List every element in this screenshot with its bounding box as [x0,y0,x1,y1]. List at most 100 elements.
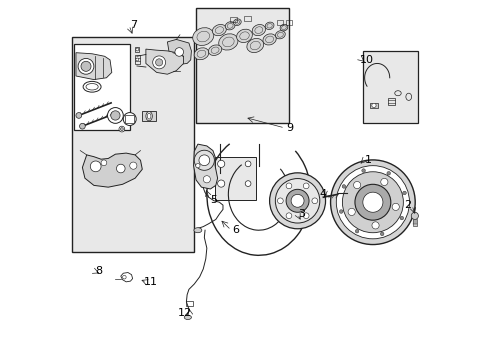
Circle shape [80,123,85,129]
Ellipse shape [280,24,287,31]
Circle shape [391,203,399,211]
Circle shape [122,275,126,279]
Circle shape [285,213,291,219]
Text: 3: 3 [298,209,305,219]
Bar [387,98,394,105]
Circle shape [371,222,378,229]
Circle shape [136,58,139,61]
Bar [230,17,236,22]
Bar [142,111,156,121]
Polygon shape [193,144,217,189]
Bar [244,16,250,21]
Circle shape [303,183,308,189]
Circle shape [129,162,137,169]
Bar [72,37,194,252]
Text: 11: 11 [144,277,158,287]
Circle shape [285,189,308,212]
Text: 4: 4 [319,189,326,199]
Circle shape [194,150,214,170]
Circle shape [355,229,358,233]
Text: 7: 7 [129,20,137,30]
Circle shape [386,171,390,175]
Polygon shape [167,40,191,64]
Circle shape [380,232,383,236]
Circle shape [101,160,106,166]
Ellipse shape [208,45,221,55]
Circle shape [203,176,210,183]
Circle shape [116,164,125,173]
Circle shape [371,103,375,108]
Bar [362,51,418,123]
Ellipse shape [263,34,276,45]
Ellipse shape [194,48,208,60]
Circle shape [410,212,418,220]
Text: 10: 10 [359,55,373,65]
Circle shape [123,113,136,126]
Polygon shape [145,49,183,74]
Text: 2: 2 [403,200,410,210]
Circle shape [120,128,123,131]
Circle shape [155,59,163,66]
Ellipse shape [194,228,202,233]
Circle shape [362,192,382,212]
Ellipse shape [218,34,238,50]
Circle shape [402,191,406,195]
Circle shape [199,155,209,166]
Circle shape [81,61,91,71]
Circle shape [76,113,81,118]
Circle shape [285,183,291,189]
Circle shape [311,198,317,204]
Circle shape [339,210,342,213]
Bar [125,116,134,123]
Bar [74,44,129,130]
Circle shape [275,179,319,223]
Circle shape [195,163,200,168]
Circle shape [217,160,224,167]
Bar [369,103,377,108]
Circle shape [303,213,308,219]
Circle shape [110,111,120,120]
Circle shape [336,166,408,239]
Circle shape [217,180,224,187]
Circle shape [107,108,123,123]
Polygon shape [76,53,112,80]
Circle shape [330,160,414,244]
Bar [215,157,256,200]
Circle shape [90,161,101,172]
Bar [186,301,192,306]
Circle shape [353,181,360,189]
Ellipse shape [275,31,285,39]
Ellipse shape [192,28,213,45]
Circle shape [342,185,345,188]
Ellipse shape [184,315,191,319]
Circle shape [399,216,403,220]
Bar [285,21,292,26]
Circle shape [244,161,250,167]
Bar [196,8,289,123]
Circle shape [361,169,365,172]
Circle shape [78,58,94,74]
Text: 8: 8 [96,266,102,276]
Ellipse shape [225,22,235,30]
Ellipse shape [264,22,273,30]
Circle shape [244,181,250,186]
Ellipse shape [246,39,263,53]
Circle shape [269,173,325,229]
Circle shape [347,208,355,216]
Bar [135,47,139,51]
Ellipse shape [145,112,152,121]
Circle shape [342,172,403,233]
Bar [135,55,140,64]
Ellipse shape [147,113,151,119]
Circle shape [380,178,387,185]
Text: 9: 9 [285,123,292,133]
Circle shape [290,194,304,207]
Text: 6: 6 [232,225,239,235]
Text: 5: 5 [210,195,217,205]
Circle shape [175,48,183,56]
Polygon shape [82,153,142,187]
Circle shape [354,184,390,220]
Bar [412,220,416,226]
Ellipse shape [236,29,252,42]
Ellipse shape [252,24,265,36]
